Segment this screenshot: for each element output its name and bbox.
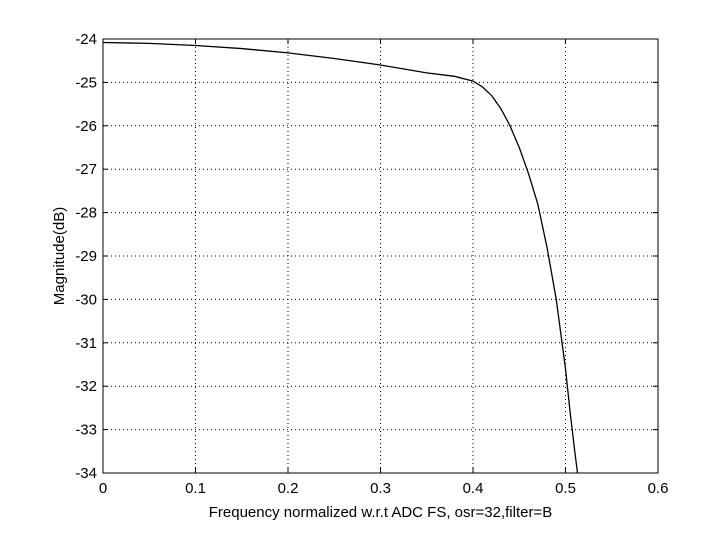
x-tick-label: 0.4 [463,480,484,497]
tick-layer: 0 0.1 0.2 0.3 0.4 0.5 0.6 -24 -25 -26 -27 -28 -29 -30… [75,31,668,497]
y-tick-label: -33 [75,422,97,439]
y-axis-title: Magnitude(dB) [51,207,68,305]
y-tick-label: -27 [75,161,97,178]
y-tick-label: -29 [75,248,97,265]
grid-layer [103,39,658,473]
x-tick-label: 0.1 [185,480,206,497]
y-tick-label: -31 [75,335,97,352]
y-tick-label: -25 [75,74,97,91]
y-tick-label: -32 [75,378,97,395]
x-axis-title: Frequency normalized w.r.t ADC FS, osr=3… [209,504,552,521]
y-tick-label: -28 [75,205,97,222]
y-tick-label: -24 [75,31,97,48]
x-tick-label: 0 [99,480,107,497]
series-layer [102,41,579,474]
x-tick-label: 0.5 [555,480,576,497]
x-tick-label: 0.3 [370,480,391,497]
y-tick-label: -30 [75,291,97,308]
y-tick-label: -26 [75,118,97,135]
x-tick-label: 0.2 [278,480,299,497]
y-tick-label: -34 [75,465,97,482]
magnitude-response-line [102,41,579,474]
x-tick-label: 0.6 [648,480,669,497]
